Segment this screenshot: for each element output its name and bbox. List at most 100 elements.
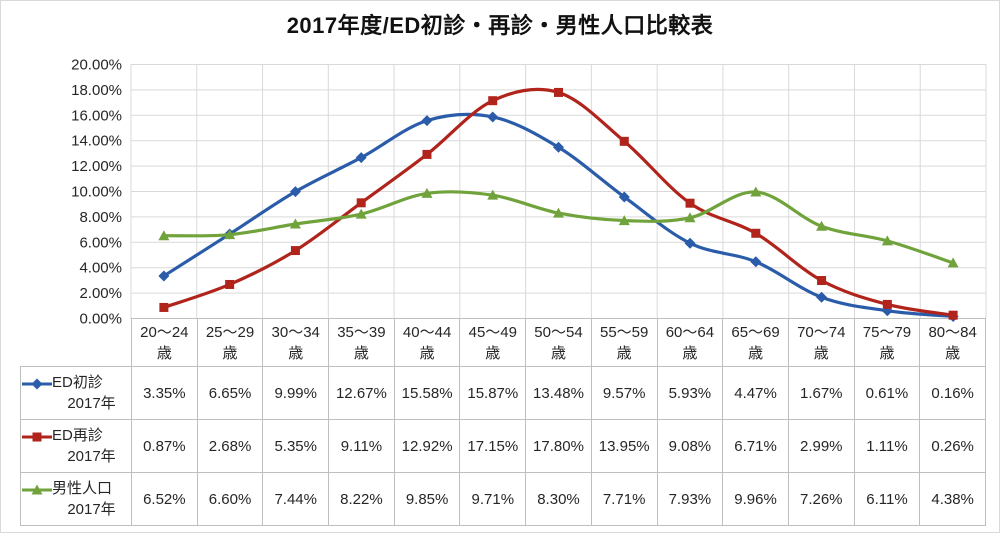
category-range-label: 55〜59 <box>600 323 649 341</box>
category-range-label: 25〜29 <box>205 323 255 341</box>
value-cell: 8.22% <box>329 473 395 526</box>
value-cell: 9.57% <box>591 367 658 420</box>
value-cell: 7.93% <box>657 473 724 526</box>
series-line-ed-revisit <box>162 87 955 317</box>
category-unit-label: 歳 <box>550 344 566 362</box>
category-unit-label: 歳 <box>879 344 895 362</box>
value-cell: 6.52% <box>132 473 198 526</box>
category-range-label: 75〜79 <box>862 323 912 341</box>
category-cell: 60〜64 歳 <box>658 319 724 366</box>
diamond-marker-icon <box>684 237 696 249</box>
series-line-male-population <box>162 190 955 265</box>
value-cell: 2.68% <box>197 420 264 473</box>
diamond-marker-icon <box>421 115 433 127</box>
diamond-marker-icon <box>487 111 499 123</box>
value-cell: 9.71% <box>460 473 527 526</box>
triangle-marker-icon <box>289 218 301 229</box>
category-range-label: 30〜34 <box>271 323 320 341</box>
legend-series-year: 2017年 <box>67 448 116 465</box>
square-marker-icon <box>817 276 827 286</box>
square-marker-icon <box>751 228 761 238</box>
value-cell: 9.85% <box>394 473 461 526</box>
square-marker-icon <box>422 149 432 159</box>
category-cell: 50〜54 歳 <box>526 319 592 366</box>
y-axis-tick-label: 14.00% <box>71 133 122 150</box>
diamond-marker-icon <box>289 186 301 198</box>
diamond-marker-icon <box>816 291 828 303</box>
square-marker-icon <box>554 87 563 97</box>
category-range-label: 40〜44 <box>402 323 452 341</box>
y-axis-tick-label: 4.00% <box>79 260 122 277</box>
value-cell: 6.65% <box>197 367 264 420</box>
square-marker-icon <box>488 96 498 106</box>
y-axis-tick-label: 10.00% <box>71 184 122 201</box>
value-cell: 0.61% <box>854 367 921 420</box>
square-marker-icon <box>685 198 695 208</box>
value-cell: 9.99% <box>263 367 330 420</box>
legend-series-year: 2017年 <box>67 501 116 518</box>
value-cell: 6.71% <box>723 420 789 473</box>
category-unit-label: 歳 <box>813 344 829 362</box>
y-axis-tick-label: 12.00% <box>71 158 122 175</box>
square-marker-icon <box>356 198 366 208</box>
chart-title: 2017年度/ED初診・再診・男性人口比較表 <box>286 13 714 38</box>
data-table: ED初診 2017年 3.35% 6.65% 9.99% 12.67% 15.58% 15.8… <box>20 366 986 526</box>
value-cell: 0.87% <box>132 420 198 473</box>
square-marker-icon <box>619 136 629 146</box>
category-cell: 30〜34 歳 <box>263 319 330 366</box>
legend-item-ed-first-visit: ED初診 2017年 <box>21 367 132 420</box>
value-cell: 7.44% <box>263 473 330 526</box>
category-cell: 35〜39 歳 <box>329 319 395 366</box>
category-range-label: 45〜49 <box>468 323 517 341</box>
legend-key-icon <box>22 432 52 442</box>
triangle-marker-icon <box>421 187 433 198</box>
triangle-marker-icon <box>487 189 499 200</box>
category-unit-label: 歳 <box>353 344 369 362</box>
category-unit-label: 歳 <box>485 344 501 362</box>
category-header-row: 20〜24 歳 25〜29 歳 30〜34 歳 35〜39 歳 40〜44 歳 45〜49 歳 50〜5… <box>131 319 986 366</box>
value-cell: 5.35% <box>263 420 330 473</box>
triangle-marker-icon <box>553 207 564 218</box>
legend-series-year: 2017年 <box>67 395 116 412</box>
value-cell: 9.96% <box>723 473 789 526</box>
value-cell: 17.15% <box>460 420 527 473</box>
diamond-marker-icon <box>31 378 43 390</box>
value-cell: 15.87% <box>460 367 527 420</box>
category-unit-label: 歳 <box>748 344 764 362</box>
category-cell: 45〜49 歳 <box>460 319 527 366</box>
value-cell: 6.11% <box>854 473 921 526</box>
value-cell: 4.38% <box>920 473 986 526</box>
triangle-marker-icon <box>684 212 696 223</box>
value-cell: 9.08% <box>657 420 724 473</box>
triangle-marker-icon <box>947 257 959 268</box>
value-cell: 13.95% <box>591 420 658 473</box>
value-cell: 3.35% <box>132 367 198 420</box>
legend-series-name: ED再診 <box>52 427 103 444</box>
triangle-marker-icon <box>750 186 762 197</box>
category-range-label: 50〜54 <box>534 323 583 341</box>
category-cell: 40〜44 歳 <box>395 319 461 366</box>
y-axis-tick-label: 8.00% <box>79 209 122 226</box>
y-axis-tick-label: 20.00% <box>71 57 122 74</box>
category-unit-label: 歳 <box>616 344 632 362</box>
value-cell: 7.26% <box>788 473 855 526</box>
legend-item-ed-revisit: ED再診 2017年 <box>21 420 132 473</box>
triangle-marker-icon <box>618 215 630 226</box>
value-cell: 9.11% <box>329 420 395 473</box>
value-cell: 5.93% <box>657 367 724 420</box>
value-cell: 6.60% <box>197 473 264 526</box>
value-cell: 2.99% <box>788 420 855 473</box>
category-range-label: 70〜74 <box>797 323 846 341</box>
category-cell: 80〜84 歳 <box>920 319 986 366</box>
triangle-marker-icon <box>31 484 43 495</box>
category-unit-label: 歳 <box>222 344 238 362</box>
category-cell: 70〜74 歳 <box>789 319 855 366</box>
legend-series-name: ED初診 <box>52 374 103 391</box>
y-axis-tick-label: 6.00% <box>79 234 122 251</box>
category-unit-label: 歳 <box>419 344 435 362</box>
y-axis-tick-label: 18.00% <box>71 82 122 99</box>
category-cell: 75〜79 歳 <box>855 319 921 366</box>
diamond-marker-icon <box>158 270 170 282</box>
legend-key-icon <box>22 484 52 495</box>
